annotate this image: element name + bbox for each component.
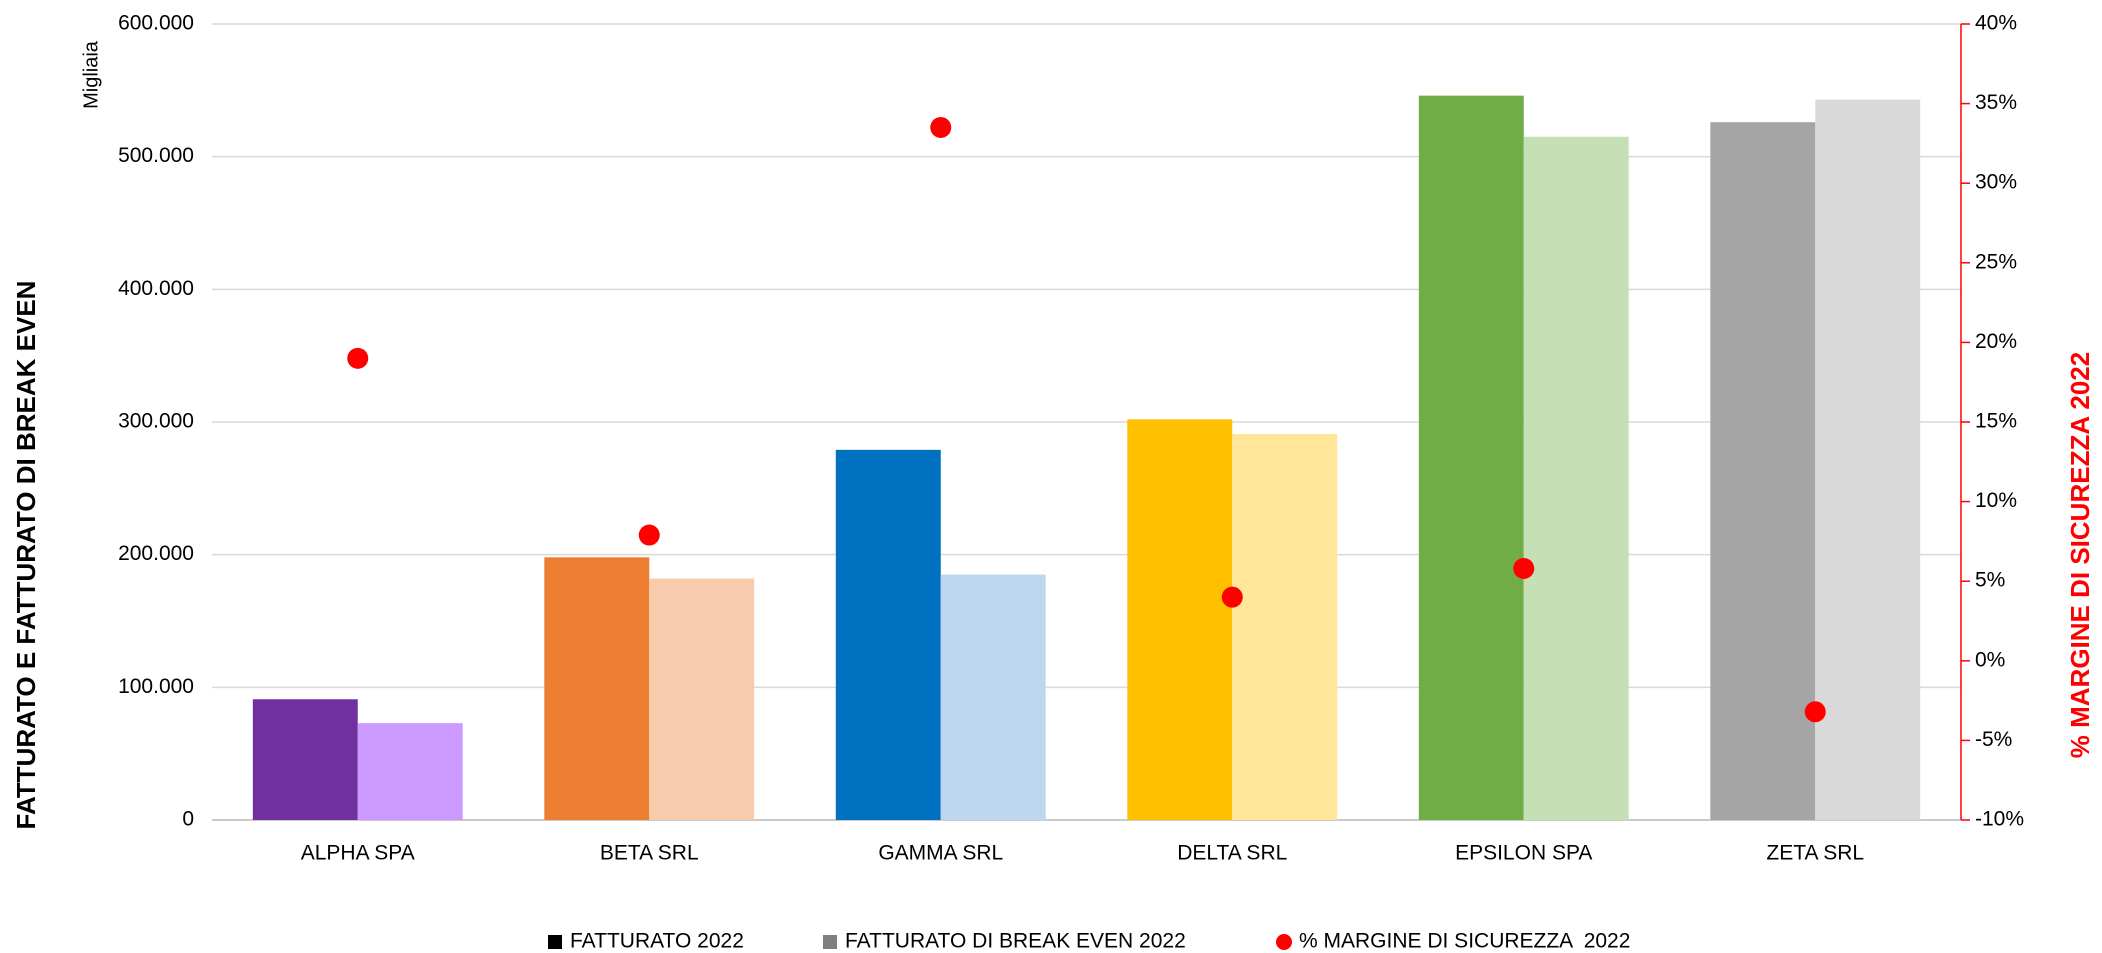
y2-tick-label: 35%	[1975, 91, 2017, 114]
scatter-point	[1513, 557, 1535, 579]
y2-tick-label: -5%	[1975, 728, 2012, 751]
x-tick-label: EPSILON SPA	[1455, 842, 1592, 865]
scatter-point	[638, 524, 660, 546]
bar	[940, 574, 1046, 820]
y2-tick-label: 30%	[1975, 171, 2017, 194]
bar	[835, 449, 941, 820]
bar	[1815, 99, 1921, 821]
legend-label: % MARGINE DI SICUREZZA 2022	[1299, 930, 1630, 953]
bar	[252, 699, 358, 820]
y-tick-label: 100.000	[118, 675, 194, 698]
scatter-point	[1221, 586, 1243, 608]
legend-marker	[823, 935, 837, 949]
y2-axis-title: % MARGINE DI SICUREZZA 2022	[2065, 352, 2095, 758]
legend-label: FATTURATO 2022	[570, 930, 744, 953]
unit-label: Migliaia	[80, 40, 102, 109]
bar	[1232, 433, 1338, 820]
scatter-point	[347, 347, 369, 369]
bar	[544, 557, 650, 820]
x-tick-label: BETA SRL	[600, 842, 699, 865]
bar	[1710, 122, 1816, 820]
bar	[357, 723, 463, 820]
y-tick-label: 600.000	[118, 12, 194, 35]
legend-marker	[548, 935, 562, 949]
bar	[1418, 95, 1524, 820]
y2-tick-label: -10%	[1975, 808, 2024, 831]
y-tick-label: 400.000	[118, 277, 194, 300]
bar	[649, 578, 755, 820]
y2-tick-label: 15%	[1975, 410, 2017, 433]
y2-tick-label: 40%	[1975, 12, 2017, 35]
legend-label: FATTURATO DI BREAK EVEN 2022	[845, 930, 1186, 953]
y-axis-title: FATTURATO E FATTURATO DI BREAK EVEN	[11, 281, 41, 830]
scatter-point	[1804, 701, 1826, 723]
y2-tick-label: 0%	[1975, 648, 2005, 671]
x-tick-label: DELTA SRL	[1177, 842, 1287, 865]
scatter-point	[930, 116, 952, 138]
y2-tick-label: 25%	[1975, 250, 2017, 273]
y2-tick-label: 5%	[1975, 569, 2005, 592]
legend-marker	[1276, 934, 1292, 950]
y-tick-label: 500.000	[118, 144, 194, 167]
y2-tick-label: 20%	[1975, 330, 2017, 353]
bar	[1523, 136, 1629, 820]
y-tick-label: 0	[182, 808, 194, 831]
x-tick-label: ALPHA SPA	[301, 842, 415, 865]
y-tick-label: 200.000	[118, 542, 194, 565]
bar	[1127, 419, 1233, 820]
x-tick-label: ZETA SRL	[1766, 842, 1864, 865]
y2-tick-label: 10%	[1975, 489, 2017, 512]
x-tick-label: GAMMA SRL	[878, 842, 1003, 865]
y-tick-label: 300.000	[118, 410, 194, 433]
